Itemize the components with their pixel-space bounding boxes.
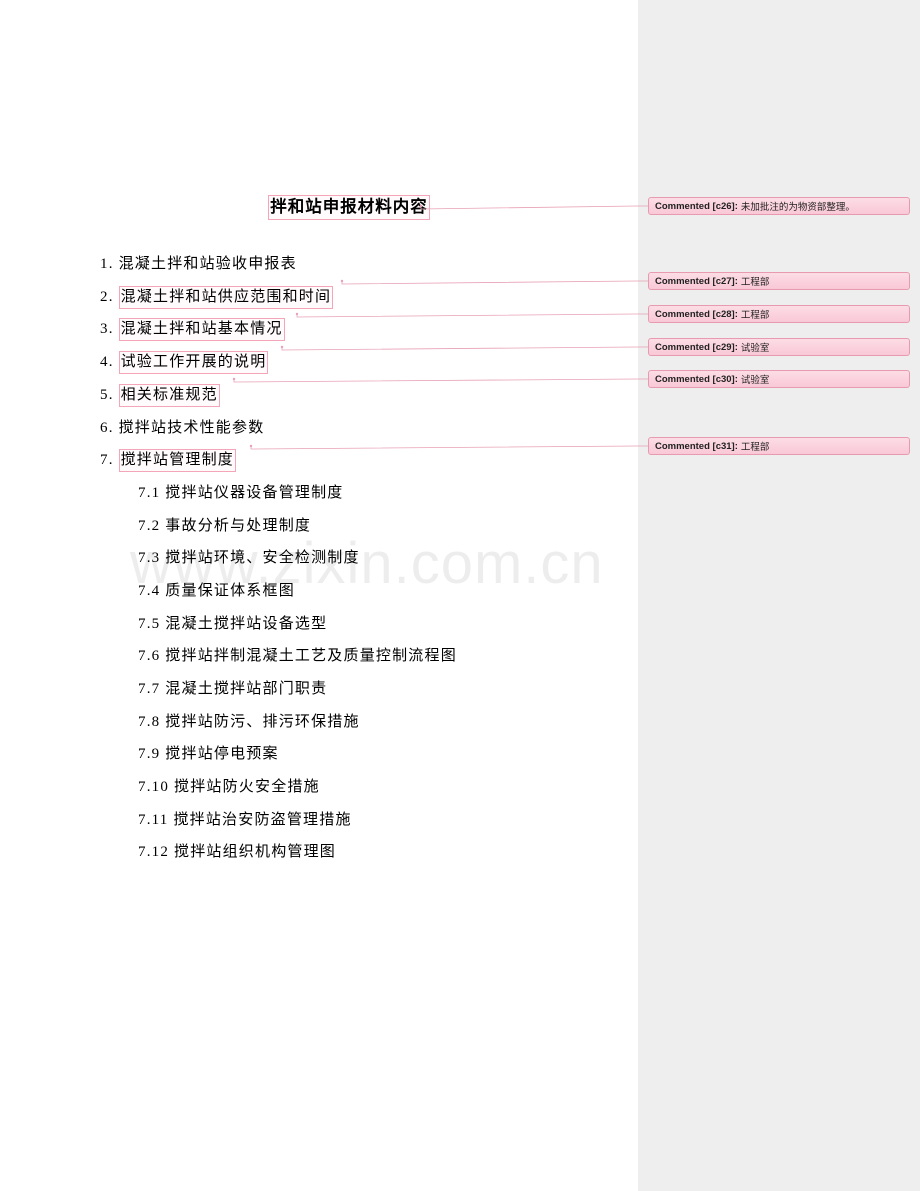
sub-item: 7.6 搅拌站拌制混凝土工艺及质量控制流程图 (100, 640, 598, 673)
comment-bubble[interactable]: Commented [c26]:未加批注的为物资部整理。 (648, 197, 910, 215)
sub-item: 7.9 搅拌站停电预案 (100, 738, 598, 771)
comment-label: Commented [c28]: (655, 309, 738, 320)
sub-item: 7.8 搅拌站防污、排污环保措施 (100, 706, 598, 739)
item-text: 混凝土拌和站基本情况 (119, 318, 285, 341)
sub-item: 7.12 搅拌站组织机构管理图 (100, 836, 598, 869)
comment-bubble[interactable]: Commented [c30]:试验室 (648, 370, 910, 388)
comment-label: Commented [c26]: (655, 201, 738, 212)
item-number: 2. (100, 289, 119, 305)
item-text: 混凝土拌和站验收申报表 (119, 256, 297, 272)
comment-text: 工程部 (741, 274, 770, 288)
item-text: 搅拌站管理制度 (119, 449, 236, 472)
comment-text: 试验室 (741, 372, 770, 386)
list-item: 2. 混凝土拌和站供应范围和时间 (100, 281, 598, 314)
comment-text: 未加批注的为物资部整理。 (741, 199, 855, 213)
list-item: 3. 混凝土拌和站基本情况 (100, 313, 598, 346)
item-text: 搅拌站技术性能参数 (119, 420, 265, 436)
comment-label: Commented [c29]: (655, 342, 738, 353)
sub-item: 7.4 质量保证体系框图 (100, 575, 598, 608)
comment-bubble[interactable]: Commented [c28]:工程部 (648, 305, 910, 323)
item-text: 混凝土拌和站供应范围和时间 (119, 286, 334, 309)
sub-item: 7.5 混凝土搅拌站设备选型 (100, 608, 598, 641)
sub-item: 7.1 搅拌站仪器设备管理制度 (100, 477, 598, 510)
comment-label: Commented [c30]: (655, 374, 738, 385)
item-number: 1. (100, 256, 119, 272)
list-item: 5. 相关标准规范 (100, 379, 598, 412)
item-text: 相关标准规范 (119, 384, 220, 407)
comment-label: Commented [c31]: (655, 441, 738, 452)
list-item: 1. 混凝土拌和站验收申报表 (100, 248, 598, 281)
sub-item: 7.7 混凝土搅拌站部门职责 (100, 673, 598, 706)
item-number: 3. (100, 321, 119, 337)
sub-item: 7.11 搅拌站治安防盗管理措施 (100, 804, 598, 837)
item-number: 6. (100, 420, 119, 436)
list-item: 4. 试验工作开展的说明 (100, 346, 598, 379)
page-title: 拌和站申报材料内容 (268, 195, 430, 220)
comment-bubble[interactable]: Commented [c27]:工程部 (648, 272, 910, 290)
comments-pane (638, 0, 920, 1191)
item-number: 7. (100, 452, 119, 468)
item-text: 试验工作开展的说明 (119, 351, 269, 374)
item-number: 5. (100, 387, 119, 403)
document-body: 拌和站申报材料内容 1. 混凝土拌和站验收申报表2. 混凝土拌和站供应范围和时间… (0, 0, 638, 1191)
item-number: 4. (100, 354, 119, 370)
comment-text: 工程部 (741, 439, 770, 453)
outline-list: 1. 混凝土拌和站验收申报表2. 混凝土拌和站供应范围和时间3. 混凝土拌和站基… (100, 248, 598, 869)
comment-bubble[interactable]: Commented [c29]:试验室 (648, 338, 910, 356)
list-item: 6. 搅拌站技术性能参数 (100, 412, 598, 445)
comment-text: 试验室 (741, 340, 770, 354)
sub-item: 7.3 搅拌站环境、安全检测制度 (100, 542, 598, 575)
comment-bubble[interactable]: Commented [c31]:工程部 (648, 437, 910, 455)
comment-label: Commented [c27]: (655, 276, 738, 287)
comment-text: 工程部 (741, 307, 770, 321)
list-item: 7. 搅拌站管理制度 (100, 444, 598, 477)
sub-item: 7.10 搅拌站防火安全措施 (100, 771, 598, 804)
sub-item: 7.2 事故分析与处理制度 (100, 510, 598, 543)
